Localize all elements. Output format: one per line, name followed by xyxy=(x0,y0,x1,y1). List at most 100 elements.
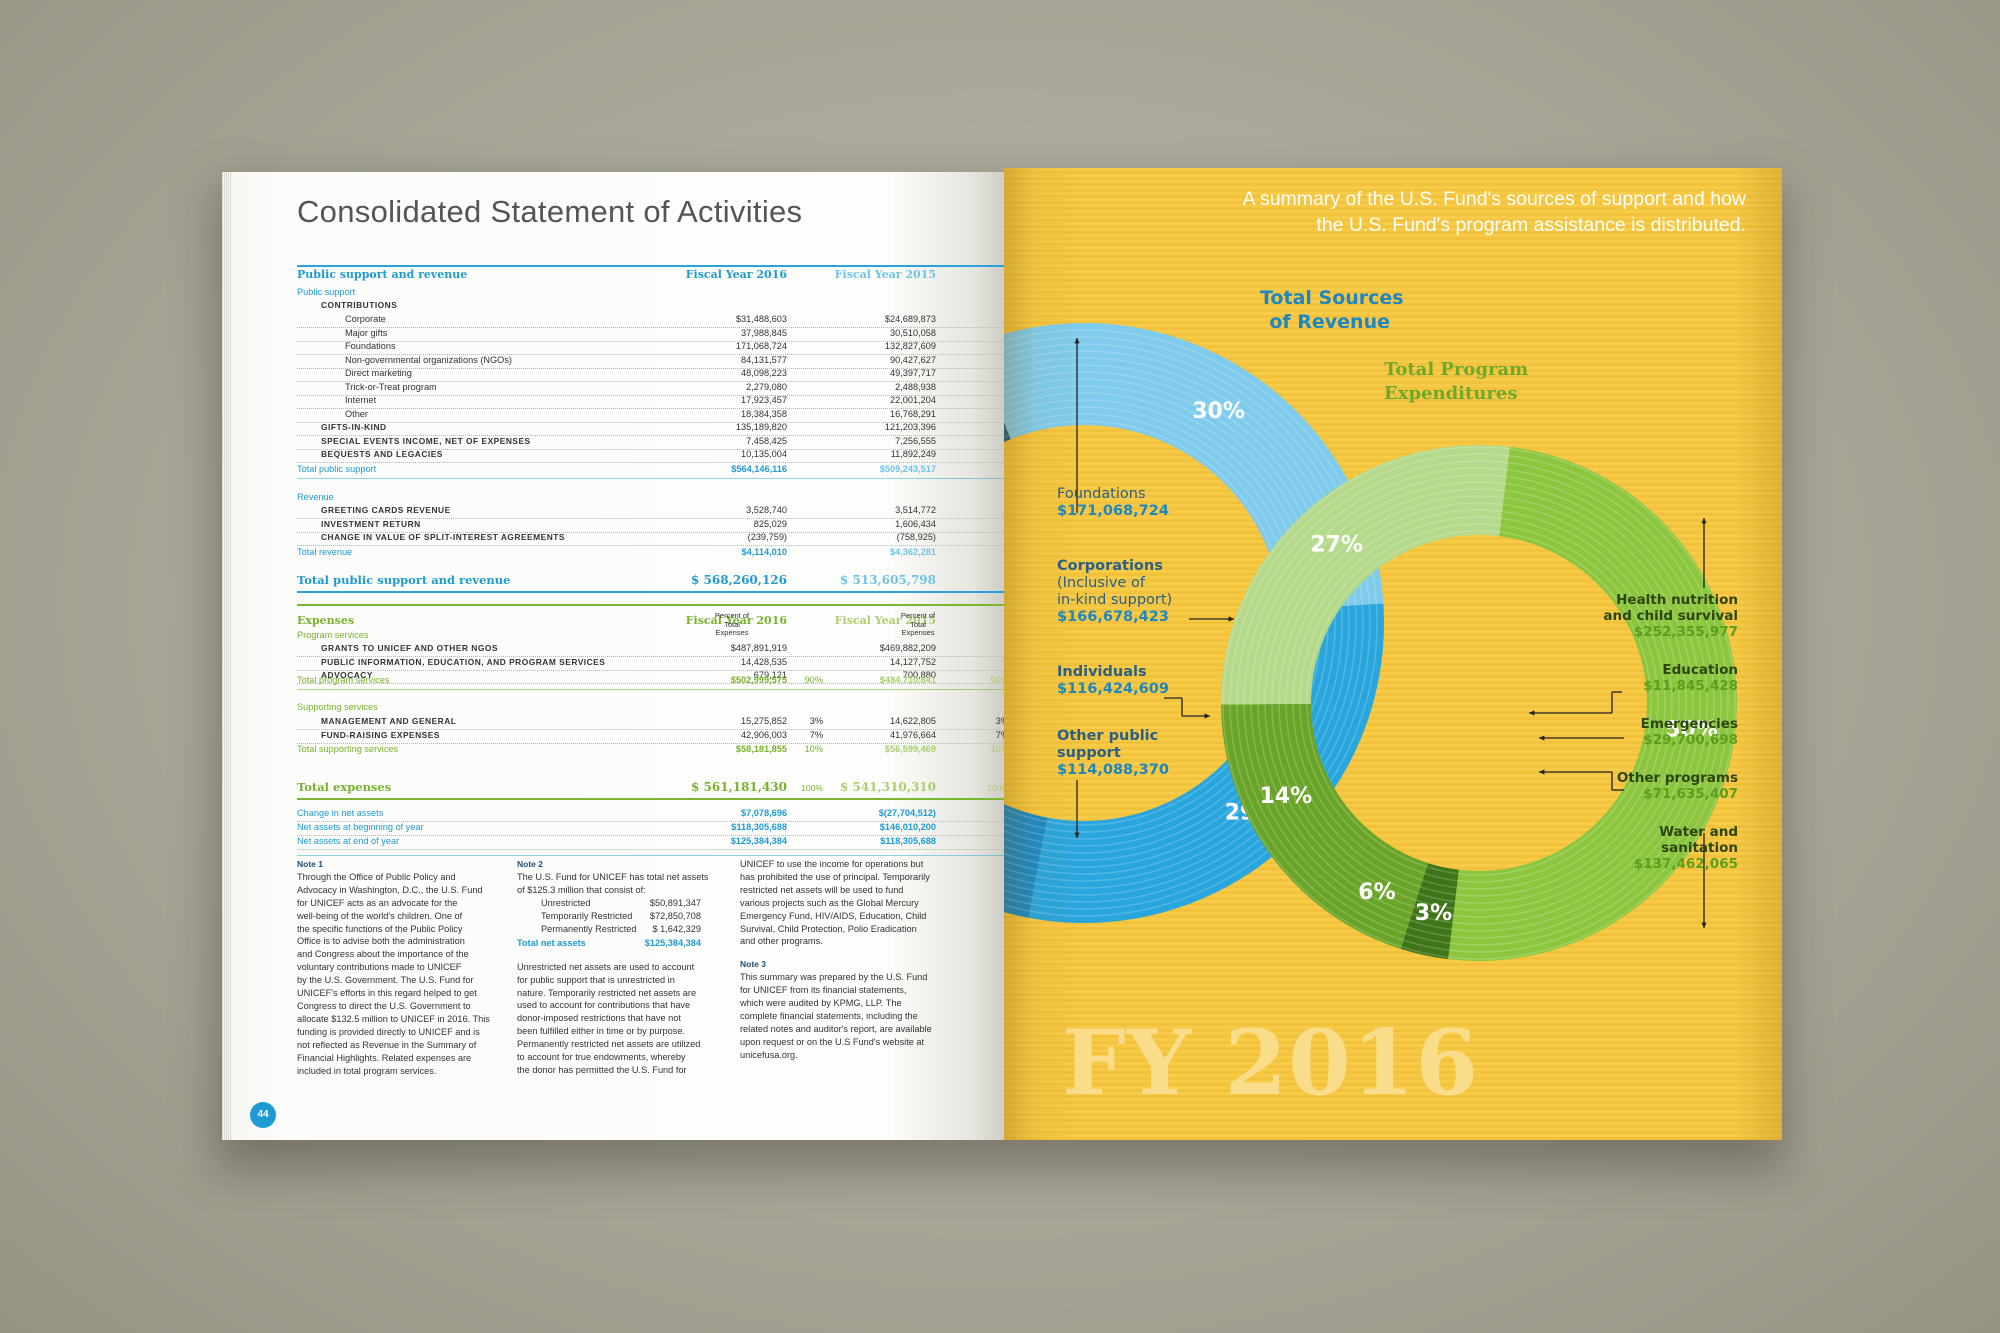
note-2-body: Unrestricted net assets are used to acco… xyxy=(517,961,717,1077)
row-label: GREETING CARDS REVENUE xyxy=(321,505,451,515)
note-3-column: UNICEF to use the income for operations … xyxy=(740,858,940,1062)
label-individuals: Individuals $116,424,609 xyxy=(1057,664,1169,698)
note-line: UNICEF's efforts in this regard helped t… xyxy=(297,988,477,999)
note-line: which were audited by KPMG, LLP. The xyxy=(740,998,902,1009)
row-fy16: 17,923,457 xyxy=(741,395,787,405)
total-revenue-fy15: $4,362,281 xyxy=(890,547,936,557)
expense-row: ADVOCACY 679,121 700,880 xyxy=(297,670,1004,684)
ring-stripe xyxy=(1004,371,1336,875)
net-assets-row: Net assets at end of year $125,384,384 $11… xyxy=(297,836,1004,850)
note-line: Emergency Fund, HIV/AIDS, Education, Chi… xyxy=(740,910,927,921)
label-amount: $71,635,407 xyxy=(1643,786,1738,802)
row-label: Major gifts xyxy=(345,327,388,338)
fy-label: FY 2016 xyxy=(1062,1010,1479,1116)
ring-stripe xyxy=(1004,364,1343,882)
note-line: well-being of the world's children. One … xyxy=(297,910,463,921)
row-label: FUND-RAISING EXPENSES xyxy=(321,729,440,740)
contributions-text: CONTRIBUTIONS xyxy=(321,300,398,310)
ring-stripe xyxy=(1292,516,1666,890)
label-name: Water and xyxy=(1659,824,1738,840)
ring-stripe xyxy=(1243,467,1715,939)
contribution-row: Trick-or-Treat program 2,279,080 2,488,938 xyxy=(297,382,1004,396)
arrow-head xyxy=(1074,832,1080,838)
grand-total-rule xyxy=(297,591,1004,593)
row-fy16: $125,384,384 xyxy=(730,836,787,846)
arrow-head xyxy=(1204,713,1210,719)
label-corporations: Corporations (Inclusive of in-kind suppo… xyxy=(1057,558,1172,626)
note-1: Note 1 Through the Office of Public Poli… xyxy=(297,858,497,1077)
ring-stripe xyxy=(1004,343,1364,903)
note-line: unicefusa.org. xyxy=(740,1049,798,1060)
note-line: Office is to advise both the administrat… xyxy=(297,936,465,947)
slice-emergencies xyxy=(1315,833,1428,949)
note-line: funding is provided directly to UNICEF a… xyxy=(297,1026,480,1037)
note-line: Financial Highlights. Related expenses a… xyxy=(297,1052,472,1063)
revenue-label: Revenue xyxy=(297,492,1004,505)
row-label: CHANGE IN VALUE OF SPLIT-INTEREST AGREEM… xyxy=(321,532,565,542)
note-line: of $125.3 million that consist of: xyxy=(517,884,646,895)
row-label: Internet xyxy=(345,395,377,405)
row-fy15: 700,880 xyxy=(902,670,936,680)
row-fy15: (758,925) xyxy=(896,532,936,542)
supporting-services-label: Supporting services xyxy=(297,702,1004,715)
total-supporting-p16: 10% xyxy=(804,744,823,754)
note-line: not reflected as Revenue in the Summary … xyxy=(297,1039,477,1050)
row-label: GRANTS TO UNICEF AND OTHER NGOs xyxy=(321,643,498,653)
arrow-head xyxy=(1529,710,1535,716)
support-header: Public support and revenue Fiscal Year 2… xyxy=(297,268,1004,284)
subtitle-line-2: the U.S. Fund's program assistance is di… xyxy=(1316,214,1746,236)
label-other-public-support: Other public support $114,088,370 xyxy=(1057,728,1169,779)
note-line: for UNICEF acts as an advocate for the xyxy=(297,897,458,908)
note-line: complete financial statements, including… xyxy=(740,1010,918,1021)
revenue-title-line-2: of Revenue xyxy=(1269,311,1390,333)
row-fy16: 15,275,852 xyxy=(741,716,787,726)
note-2-total-value: $125,384,384 xyxy=(644,937,701,948)
slice-label: 50% xyxy=(1665,718,1718,743)
note-line: UNICEF to use the income for operations … xyxy=(740,859,924,869)
note-line: various projects such as the Global Merc… xyxy=(740,897,919,908)
contribution-row: Non-governmental organizations (NGOs) 84,… xyxy=(297,355,1004,369)
expenditure-chart-title: Total Program Expenditures xyxy=(1384,358,1528,406)
row-label: Net assets at end of year xyxy=(297,836,400,846)
row-fy16: 171,068,724 xyxy=(735,341,787,351)
row-fy16: 14,428,535 xyxy=(741,656,787,667)
label-health: Health nutrition and child survival $252… xyxy=(1603,592,1738,640)
label-name: Corporations xyxy=(1057,558,1163,574)
subtitle-line-1: A summary of the U.S. Fund's sources of … xyxy=(1242,188,1746,210)
note-line: included in total program services. xyxy=(297,1065,437,1076)
label-other-programs: Other programs $71,635,407 xyxy=(1617,770,1738,802)
supporting-row: MANAGEMENT AND GENERAL 15,275,852 14,622,8… xyxy=(297,716,1004,730)
note-1-heading: Note 1 xyxy=(297,859,323,869)
ring-stripe xyxy=(1285,509,1673,897)
total-expenses-row: Total expenses $ 561,181,430 100% $ 541,… xyxy=(297,780,1004,796)
note-line: for UNICEF from its financial statements… xyxy=(740,985,907,996)
label-name: Other programs xyxy=(1616,770,1738,786)
revenue-row: INVESTMENT RETURN 825,029 1,606,434 xyxy=(297,519,1004,533)
note-line: been fulfilled either in time or by purp… xyxy=(517,1026,686,1037)
label-amount: $171,068,724 xyxy=(1057,503,1169,519)
note-line: The U.S. Fund for UNICEF has total net a… xyxy=(517,871,709,882)
note-line: donor-imposed restrictions that have not xyxy=(517,1013,681,1024)
label-amount: $29,700,698 xyxy=(1643,732,1738,748)
row-fy15: 11,892,249 xyxy=(890,449,936,459)
contribution-row: Other 18,384,358 16,768,291 xyxy=(297,409,1004,423)
slice-label: 3% xyxy=(1415,901,1452,926)
row-fy16: 10,135,004 xyxy=(741,449,787,459)
row-fy15: 49,397,717 xyxy=(890,368,936,378)
ring-stripe xyxy=(1004,336,1371,910)
note-item-label: Temporarily Restricted xyxy=(541,910,633,921)
label-amount: $114,088,370 xyxy=(1057,762,1169,778)
ring-stripe xyxy=(1004,329,1378,917)
label-name-2: support xyxy=(1057,745,1121,761)
slice-label: 6% xyxy=(1358,880,1395,905)
support-row: GIFTS-IN-KIND 135,189,820 121,203,396 xyxy=(297,422,1004,436)
page-gutter-shade xyxy=(1004,168,1782,1140)
program-services-label: Program services xyxy=(297,630,1004,643)
row-fy16: 825,029 xyxy=(753,518,787,529)
slice-health-nutrition-and-child-survival xyxy=(1448,446,1737,961)
row-fy15: 90,427,627 xyxy=(890,354,936,365)
note-2-heading: Note 2 xyxy=(517,859,543,869)
note-line: allocate $132.5 million to UNICEF in 201… xyxy=(297,1013,490,1024)
pct-header-2016: Percent of Total Expenses xyxy=(714,611,750,638)
total-expenses-p15: 100% xyxy=(987,783,1004,793)
